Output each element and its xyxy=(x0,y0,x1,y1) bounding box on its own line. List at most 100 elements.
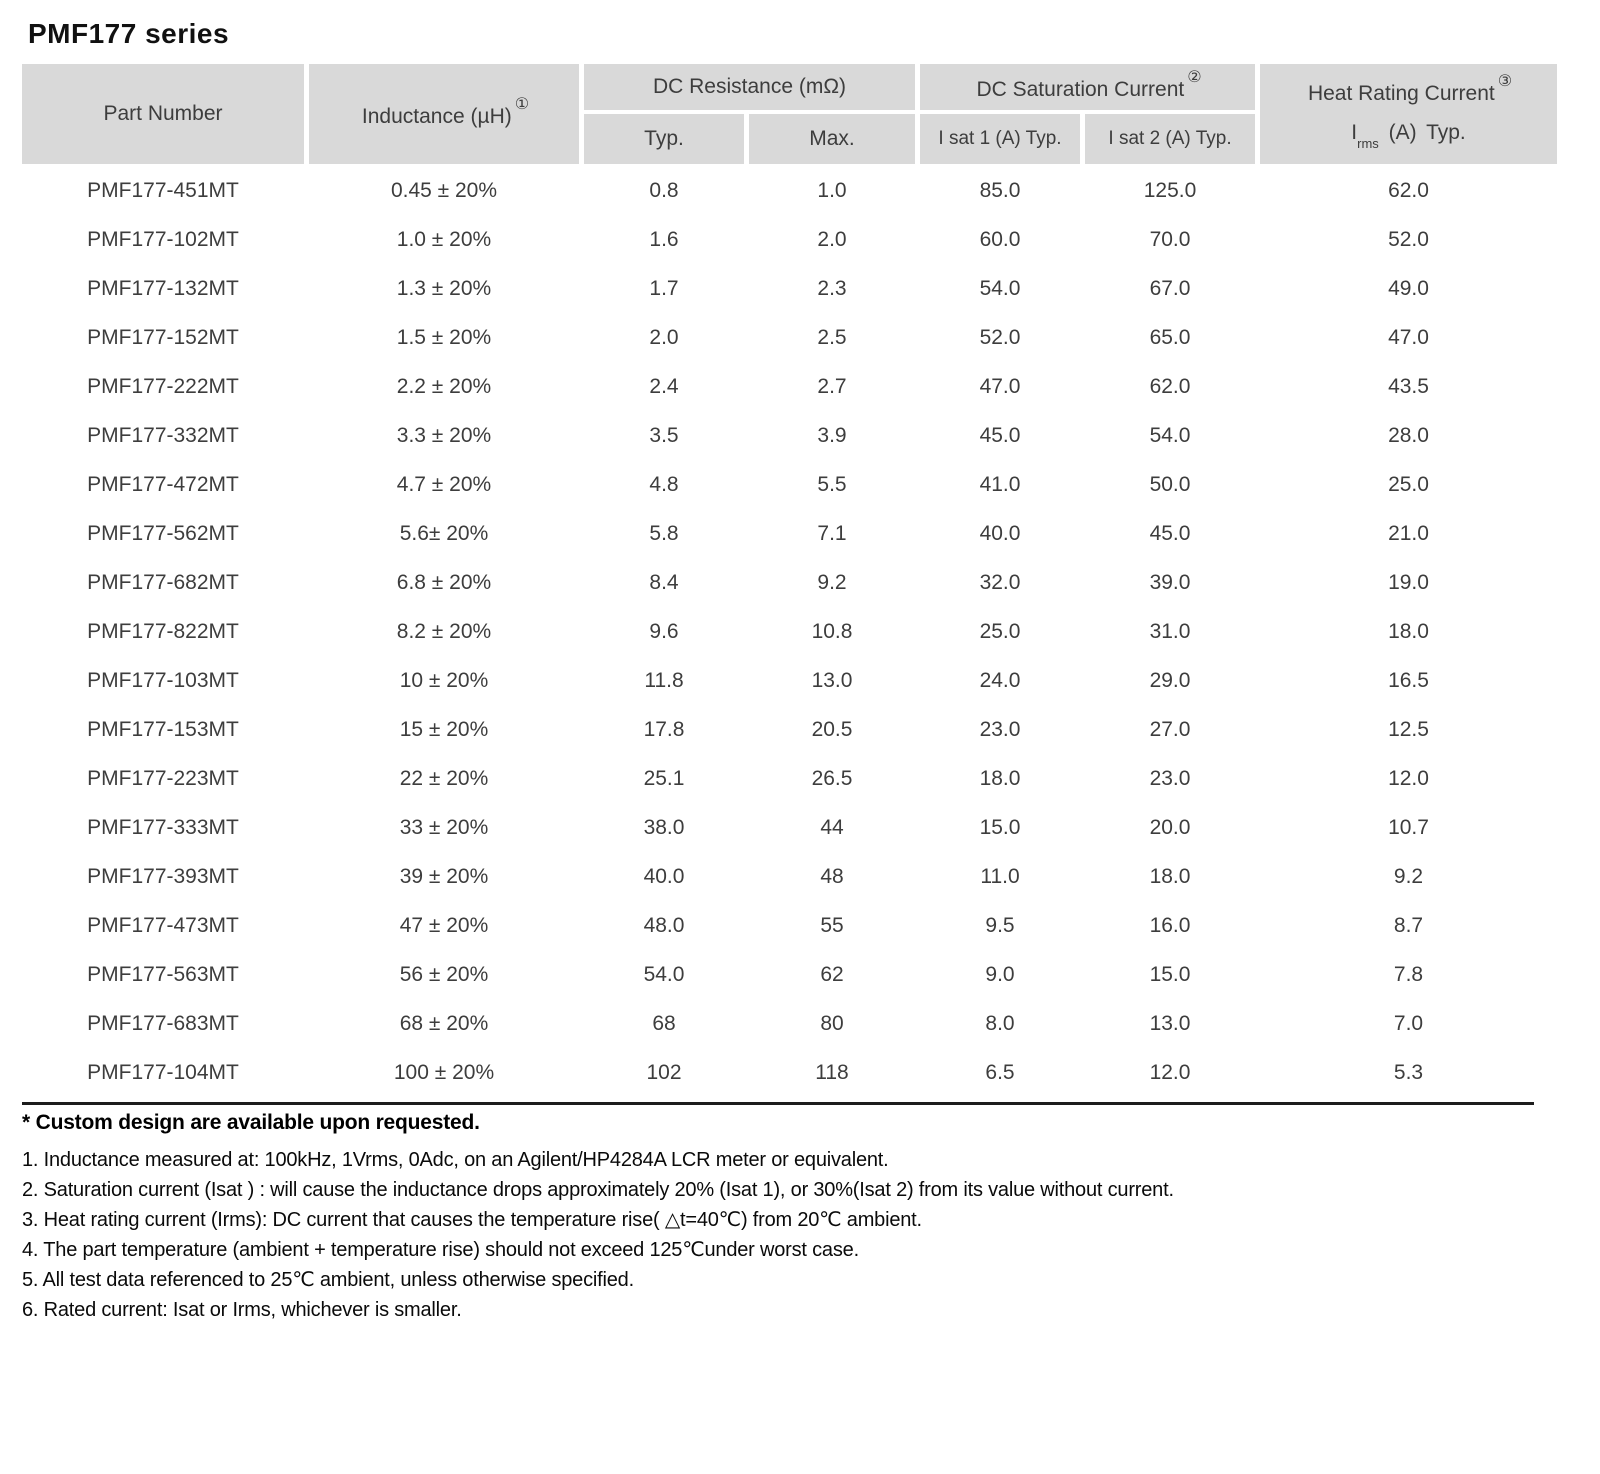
table-header: Part Number Inductance (µH)① DC Resistan… xyxy=(22,64,1558,164)
table-row: PMF177-104MT 100 ± 20% 102 118 6.5 12.0 5.3 xyxy=(22,1050,1558,1095)
value-cell: 102 xyxy=(584,1050,744,1095)
value-cell: 22 ± 20% xyxy=(309,756,579,801)
col-header-part-number: Part Number xyxy=(22,64,304,164)
value-cell: 9.2 xyxy=(749,560,915,605)
footnote: 1. Inductance measured at: 100kHz, 1Vrms… xyxy=(22,1149,889,1171)
footnote: 4. The part temperature (ambient + tempe… xyxy=(22,1239,859,1261)
value-cell: 15.0 xyxy=(1085,952,1256,997)
value-cell: 49.0 xyxy=(1260,266,1558,311)
value-cell: 9.5 xyxy=(920,903,1080,948)
footnote: 6. Rated current: Isat or Irms, whicheve… xyxy=(22,1299,462,1321)
value-cell: 5.5 xyxy=(749,462,915,507)
value-cell: 20.5 xyxy=(749,707,915,752)
value-cell: 8.0 xyxy=(920,1001,1080,1046)
footnote-marker-2: ② xyxy=(1187,68,1202,86)
value-cell: 12.0 xyxy=(1260,756,1558,801)
value-cell: 11.0 xyxy=(920,854,1080,899)
value-cell: 47.0 xyxy=(1260,315,1558,360)
value-cell: 16.0 xyxy=(1085,903,1256,948)
value-cell: 40.0 xyxy=(584,854,744,899)
part-number-cell: PMF177-152MT xyxy=(22,315,304,360)
table-row: PMF177-822MT 8.2 ± 20% 9.6 10.8 25.0 31.0 18.0 xyxy=(22,609,1558,654)
value-cell: 54.0 xyxy=(584,952,744,997)
heat-rating-subheader: Irms (A) Typ. xyxy=(1351,120,1466,151)
value-cell: 2.4 xyxy=(584,364,744,409)
value-cell: 52.0 xyxy=(920,315,1080,360)
heat-rating-title: Heat Rating Current③ xyxy=(1307,73,1513,105)
value-cell: 48.0 xyxy=(584,903,744,948)
value-cell: 43.5 xyxy=(1260,364,1558,409)
value-cell: 32.0 xyxy=(920,560,1080,605)
table-row: PMF177-683MT 68 ± 20% 68 80 8.0 13.0 7.0 xyxy=(22,1001,1558,1046)
col-header-max: Max. xyxy=(749,114,915,164)
value-cell: 56 ± 20% xyxy=(309,952,579,997)
value-cell: 54.0 xyxy=(920,266,1080,311)
value-cell: 25.0 xyxy=(920,609,1080,654)
value-cell: 7.8 xyxy=(1260,952,1558,997)
part-number-cell: PMF177-472MT xyxy=(22,462,304,507)
value-cell: 62.0 xyxy=(1260,168,1558,213)
footnote-list: 1. Inductance measured at: 100kHz, 1Vrms… xyxy=(22,1145,1580,1325)
value-cell: 12.0 xyxy=(1085,1050,1256,1095)
value-cell: 6.8 ± 20% xyxy=(309,560,579,605)
value-cell: 18.0 xyxy=(1260,609,1558,654)
footnote: 5. All test data referenced to 25℃ ambie… xyxy=(22,1269,634,1291)
value-cell: 29.0 xyxy=(1085,658,1256,703)
value-cell: 27.0 xyxy=(1085,707,1256,752)
table-row: PMF177-223MT 22 ± 20% 25.1 26.5 18.0 23.0 12.0 xyxy=(22,756,1558,801)
value-cell: 26.5 xyxy=(749,756,915,801)
col-header-dc-saturation: DC Saturation Current② xyxy=(920,64,1256,110)
value-cell: 33 ± 20% xyxy=(309,805,579,850)
value-cell: 2.7 xyxy=(749,364,915,409)
value-cell: 62.0 xyxy=(1085,364,1256,409)
value-cell: 67.0 xyxy=(1085,266,1256,311)
value-cell: 3.3 ± 20% xyxy=(309,413,579,458)
col-header-dc-resistance: DC Resistance (mΩ) xyxy=(584,64,915,110)
page-title: PMF177 series xyxy=(28,18,230,49)
value-cell: 10.8 xyxy=(749,609,915,654)
part-number-cell: PMF177-222MT xyxy=(22,364,304,409)
value-cell: 65.0 xyxy=(1085,315,1256,360)
value-cell: 21.0 xyxy=(1260,511,1558,556)
value-cell: 5.8 xyxy=(584,511,744,556)
col-header-inductance: Inductance (µH)① xyxy=(309,64,579,164)
part-number-cell: PMF177-562MT xyxy=(22,511,304,556)
footnote: 2. Saturation current (Isat ) : will cau… xyxy=(22,1179,1174,1201)
value-cell: 1.0 ± 20% xyxy=(309,217,579,262)
value-cell: 85.0 xyxy=(920,168,1080,213)
part-number-cell: PMF177-103MT xyxy=(22,658,304,703)
value-cell: 28.0 xyxy=(1260,413,1558,458)
part-number-cell: PMF177-333MT xyxy=(22,805,304,850)
part-number-cell: PMF177-451MT xyxy=(22,168,304,213)
value-cell: 1.7 xyxy=(584,266,744,311)
value-cell: 2.3 xyxy=(749,266,915,311)
value-cell: 50.0 xyxy=(1085,462,1256,507)
value-cell: 3.9 xyxy=(749,413,915,458)
value-cell: 2.5 xyxy=(749,315,915,360)
part-number-cell: PMF177-473MT xyxy=(22,903,304,948)
table-row: PMF177-393MT 39 ± 20% 40.0 48 11.0 18.0 9.2 xyxy=(22,854,1558,899)
value-cell: 18.0 xyxy=(1085,854,1256,899)
custom-design-note: * Custom design are available upon reque… xyxy=(22,1111,480,1134)
part-number-cell: PMF177-153MT xyxy=(22,707,304,752)
value-cell: 0.45 ± 20% xyxy=(309,168,579,213)
value-cell: 68 ± 20% xyxy=(309,1001,579,1046)
value-cell: 20.0 xyxy=(1085,805,1256,850)
value-cell: 11.8 xyxy=(584,658,744,703)
value-cell: 41.0 xyxy=(920,462,1080,507)
value-cell: 16.5 xyxy=(1260,658,1558,703)
value-cell: 40.0 xyxy=(920,511,1080,556)
part-number-cell: PMF177-104MT xyxy=(22,1050,304,1095)
value-cell: 5.3 xyxy=(1260,1050,1558,1095)
value-cell: 10 ± 20% xyxy=(309,658,579,703)
footnote-marker-3: ③ xyxy=(1497,73,1513,90)
table-row: PMF177-562MT 5.6± 20% 5.8 7.1 40.0 45.0 21.0 xyxy=(22,511,1558,556)
value-cell: 100 ± 20% xyxy=(309,1050,579,1095)
table-row: PMF177-563MT 56 ± 20% 54.0 62 9.0 15.0 7.8 xyxy=(22,952,1558,997)
datasheet-page: PMF177 series Part Number Inductance (µH… xyxy=(22,18,1580,1325)
part-number-cell: PMF177-223MT xyxy=(22,756,304,801)
footnote-marker-1: ① xyxy=(514,95,530,113)
value-cell: 25.0 xyxy=(1260,462,1558,507)
value-cell: 6.5 xyxy=(920,1050,1080,1095)
value-cell: 2.0 xyxy=(584,315,744,360)
